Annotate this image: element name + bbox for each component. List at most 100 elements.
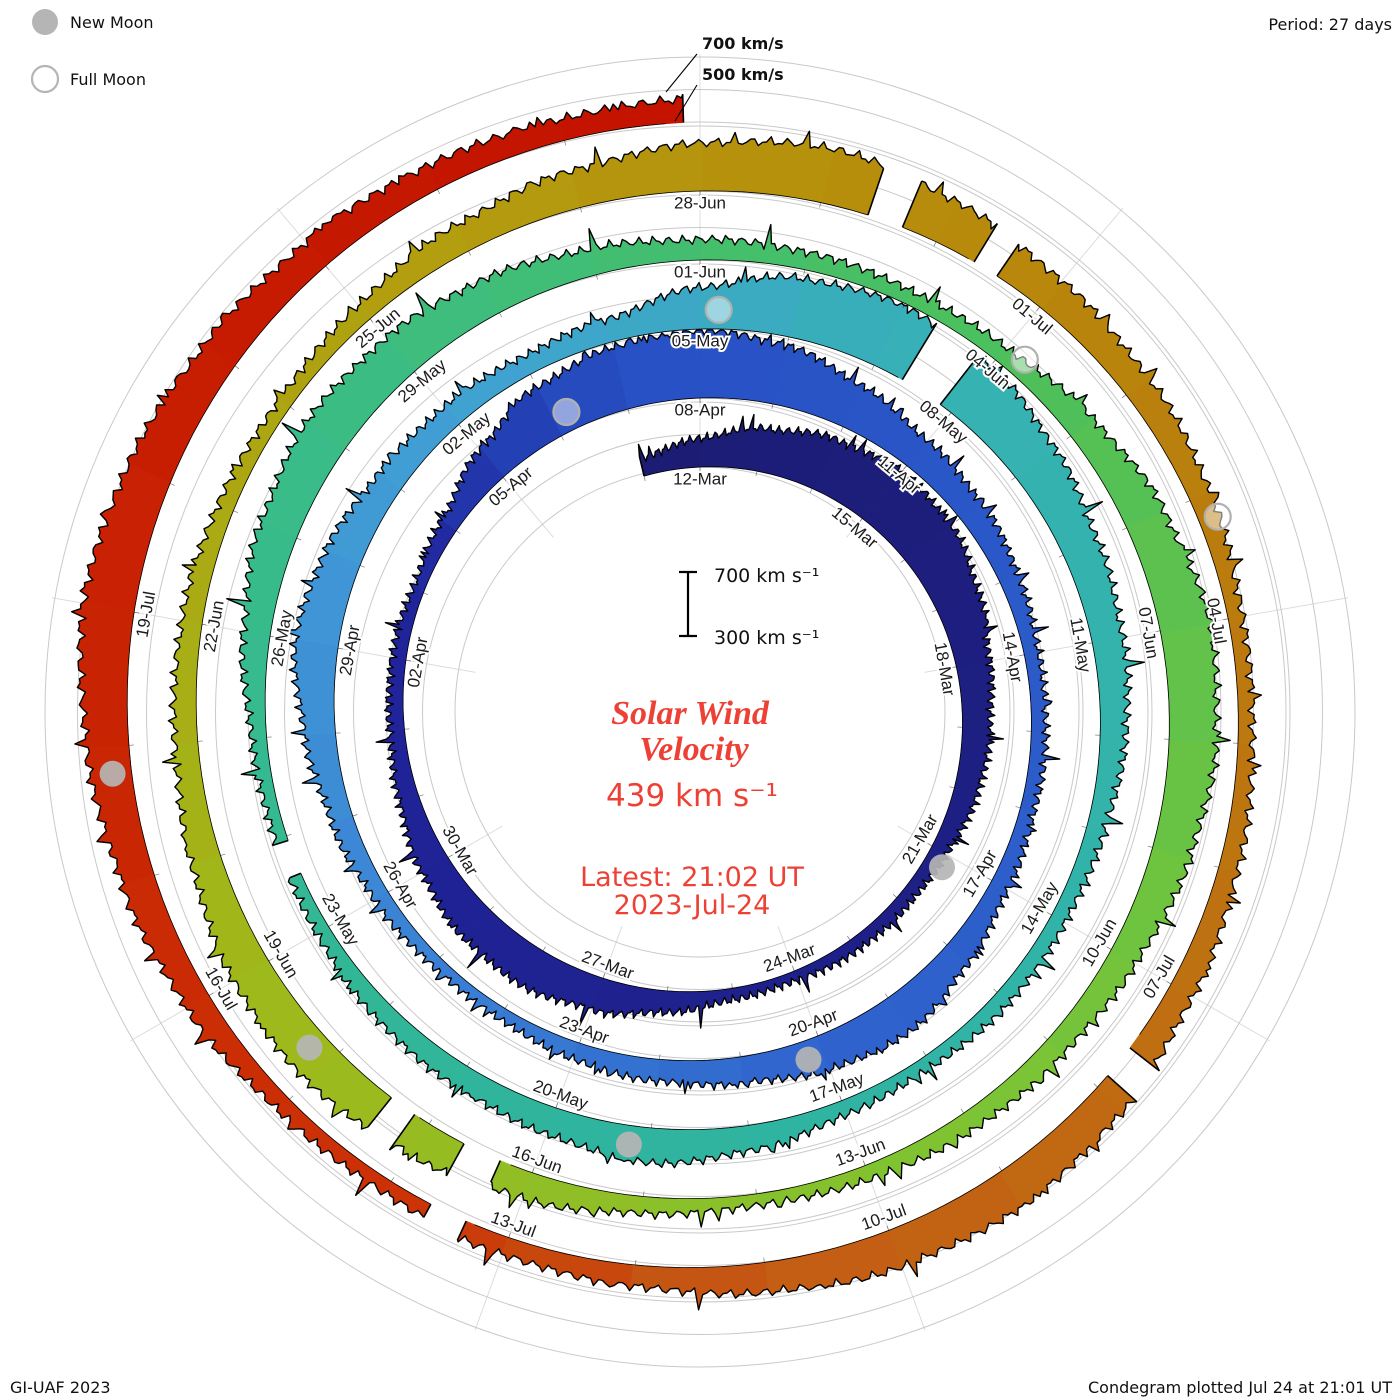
- segment-cap: [901, 180, 923, 228]
- day-tick: [951, 666, 957, 669]
- latest-time-label: Latest: 21:02 UT: [580, 862, 804, 893]
- segment-cap: [388, 1113, 416, 1151]
- segment-cap: [1129, 1047, 1160, 1072]
- day-tick: [390, 1177, 395, 1182]
- day-tick: [542, 946, 546, 952]
- baseline: [300, 404, 1101, 1131]
- day-tick: [468, 250, 472, 256]
- day-tick: [892, 893, 898, 898]
- segment-cap: [939, 357, 978, 405]
- new-moon-marker: [99, 760, 126, 787]
- band-segment: [328, 814, 388, 901]
- current-velocity-value: 439 km s⁻¹: [606, 778, 778, 814]
- segment-cap: [272, 839, 289, 847]
- day-tick: [290, 406, 295, 411]
- day-tick: [659, 1054, 661, 1060]
- day-tick: [995, 582, 1001, 585]
- ring-500-leader: [674, 84, 698, 122]
- day-tick: [339, 1048, 344, 1053]
- band-segment: [126, 342, 236, 483]
- band-segment: [204, 238, 329, 367]
- segment-cap: [973, 223, 999, 263]
- day-tick: [405, 659, 411, 662]
- day-tick: [943, 941, 948, 946]
- date-label: 05-May: [672, 331, 729, 350]
- full-moon-marker: [1203, 502, 1232, 531]
- day-tick: [1185, 500, 1191, 503]
- day-tick: [580, 207, 582, 213]
- day-tick: [439, 953, 444, 958]
- day-tick: [809, 488, 813, 494]
- day-tick: [1122, 527, 1127, 531]
- day-tick: [900, 559, 905, 563]
- scale-bottom-label: 300 km s⁻¹: [714, 627, 819, 649]
- day-tick: [531, 1167, 535, 1173]
- day-tick: [931, 609, 937, 613]
- band-segment: [118, 873, 208, 1007]
- band-segment: [288, 638, 339, 736]
- band-segment: [702, 130, 835, 204]
- moon-markers: [99, 295, 1232, 1158]
- new-moon-icon: [32, 9, 58, 35]
- center-annotation: 700 km s⁻¹ 300 km s⁻¹ Solar Wind Velocit…: [580, 565, 819, 921]
- segment-cap: [456, 1220, 467, 1241]
- day-tick: [739, 1051, 741, 1057]
- day-tick: [418, 794, 424, 797]
- day-tick: [803, 269, 806, 275]
- day-tick: [328, 923, 333, 927]
- day-tick: [960, 1108, 965, 1114]
- day-tick: [933, 241, 937, 247]
- band-segment: [241, 736, 287, 839]
- plotted-time-label: Condegram plotted Jul 24 at 21:01 UT: [1088, 1378, 1392, 1397]
- velocity-trace-line: [278, 266, 1061, 1095]
- day-tick: [903, 465, 908, 470]
- period-label: Period: 27 days: [1268, 15, 1392, 34]
- day-tick: [561, 435, 564, 441]
- ring-700-leader: [665, 53, 698, 93]
- day-tick: [947, 412, 952, 417]
- day-tick: [1147, 845, 1153, 848]
- day-tick: [437, 189, 441, 194]
- day-tick: [635, 1259, 637, 1266]
- segment-cap: [867, 168, 885, 216]
- velocity-trace-line: [287, 355, 1145, 1169]
- band-segment: [1020, 731, 1060, 813]
- day-tick: [564, 140, 567, 146]
- day-tick: [1155, 630, 1161, 633]
- band-segment: [963, 1040, 1067, 1129]
- day-tick: [993, 988, 998, 993]
- day-tick: [268, 958, 274, 962]
- segment-cap: [901, 322, 938, 381]
- band-segment: [1041, 281, 1158, 397]
- baseline: [264, 259, 1170, 1200]
- band-segment: [645, 1125, 750, 1169]
- segment-cap: [422, 1203, 432, 1218]
- day-tick: [423, 592, 429, 596]
- day-tick: [220, 853, 226, 856]
- full-moon-marker: [1010, 345, 1039, 374]
- day-tick: [504, 1004, 508, 1009]
- date-label: 08-Apr: [674, 400, 725, 419]
- day-tick: [400, 489, 406, 493]
- day-tick: [154, 873, 160, 876]
- day-tick: [987, 877, 993, 881]
- day-tick: [922, 1051, 927, 1056]
- day-tick: [269, 635, 275, 638]
- velocity-trace: [71, 93, 1263, 1311]
- band-segment: [573, 1042, 660, 1087]
- day-tick: [886, 1225, 890, 1231]
- day-tick: [871, 365, 875, 370]
- day-tick: [763, 1257, 765, 1263]
- segment-cap: [996, 243, 1020, 277]
- day-tick: [389, 1000, 394, 1005]
- day-tick: [337, 647, 343, 650]
- band-segment: [375, 1003, 466, 1089]
- baseline: [902, 226, 969, 260]
- day-tick: [352, 814, 358, 817]
- band-segment: [640, 1193, 757, 1228]
- legend-full-moon-label: Full Moon: [70, 70, 146, 89]
- baseline: [996, 275, 1239, 1035]
- day-ticks: [128, 140, 1239, 1266]
- day-tick: [755, 471, 758, 477]
- day-tick: [499, 312, 503, 318]
